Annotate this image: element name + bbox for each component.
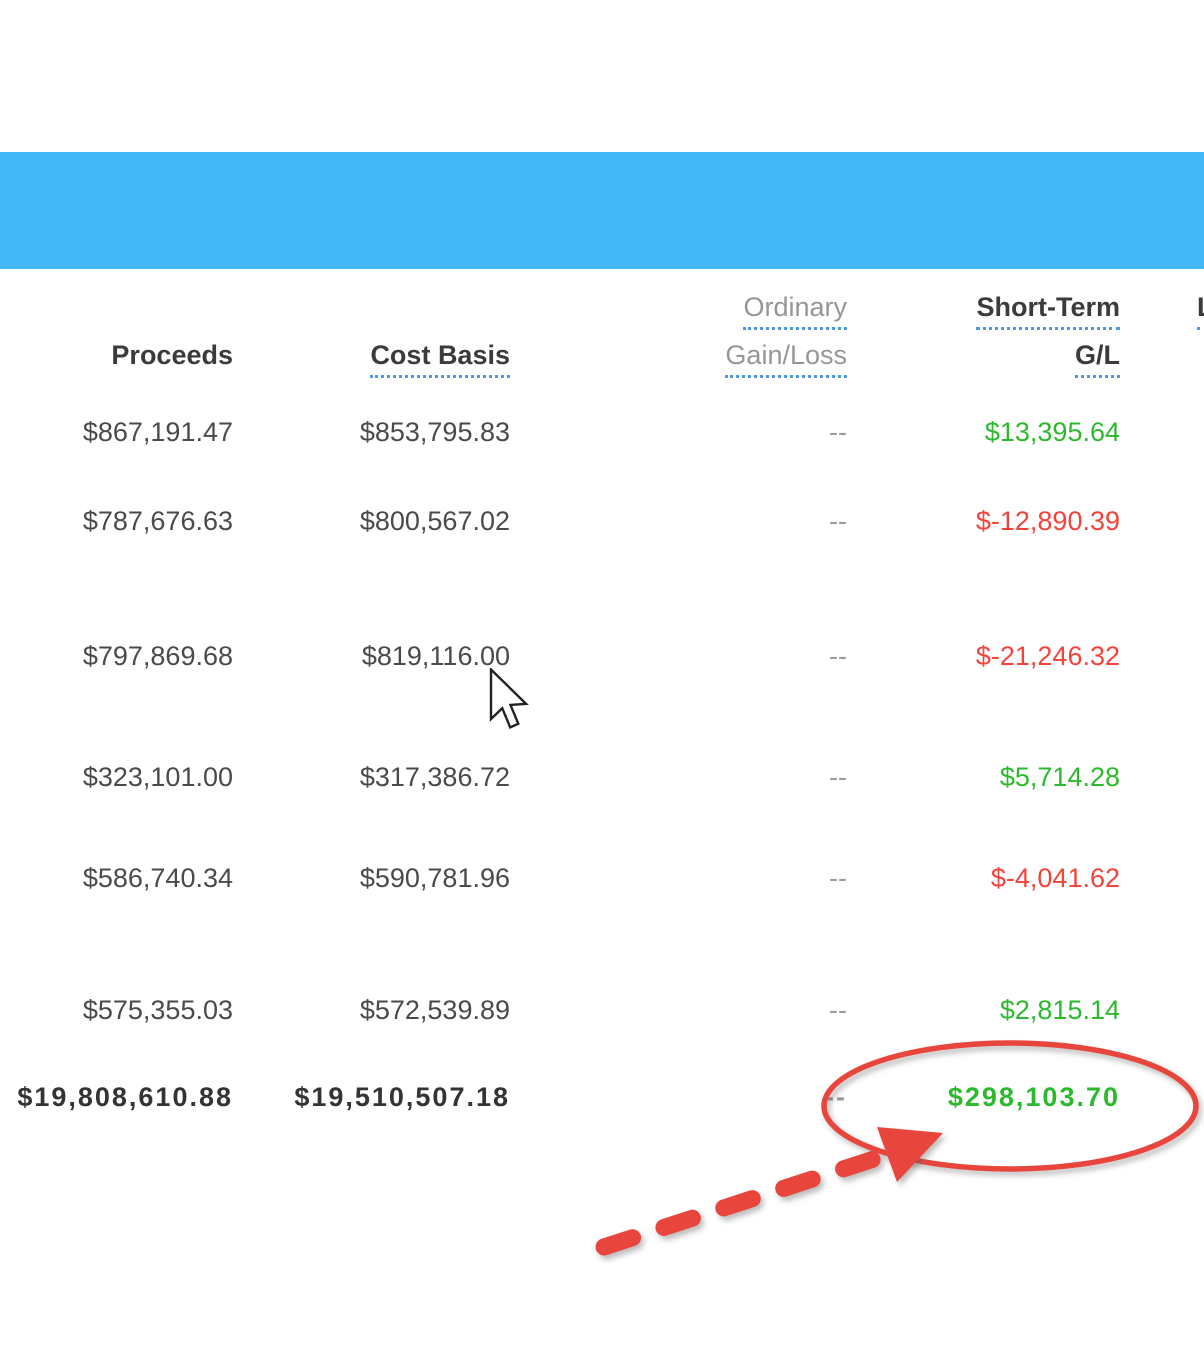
- mouse-cursor-icon: [489, 668, 529, 729]
- row-cost-basis: $317,386.72: [359, 762, 510, 792]
- row-cost-basis: $572,539.89: [359, 995, 510, 1025]
- header-proceeds: Proceeds: [111, 340, 233, 370]
- header-ordinary-line1[interactable]: Ordinary: [743, 291, 847, 330]
- highlight-arrow-head-icon: [877, 1127, 943, 1182]
- row-ordinary-gl: --: [829, 995, 847, 1025]
- highlight-arrow-shaft-icon: [595, 1146, 895, 1256]
- row-ordinary-gl: --: [829, 506, 847, 536]
- row-ordinary-gl: --: [829, 863, 847, 893]
- row-proceeds: $575,355.03: [82, 995, 233, 1025]
- row-short-term-gl: $-21,246.32: [975, 641, 1120, 671]
- row-short-term-gl: $-12,890.39: [975, 506, 1120, 536]
- header-short-term-line2[interactable]: G/L: [1075, 339, 1120, 378]
- row-proceeds: $797,869.68: [82, 641, 233, 671]
- row-ordinary-gl: --: [829, 641, 847, 671]
- header-next-column-clipped: L: [1197, 291, 1204, 330]
- total-proceeds: $19,808,610.88: [17, 1082, 233, 1112]
- row-short-term-gl: $13,395.64: [984, 417, 1120, 447]
- row-proceeds: $787,676.63: [82, 506, 233, 536]
- header-short-term-line1[interactable]: Short-Term: [976, 291, 1120, 330]
- total-ordinary-gl: --: [825, 1082, 847, 1112]
- row-cost-basis: $819,116.00: [361, 641, 510, 671]
- row-cost-basis: $800,567.02: [359, 506, 510, 536]
- row-ordinary-gl: --: [829, 762, 847, 792]
- row-proceeds: $323,101.00: [82, 762, 233, 792]
- row-cost-basis: $590,781.96: [359, 863, 510, 893]
- row-ordinary-gl: --: [829, 417, 847, 447]
- row-cost-basis: $853,795.83: [359, 417, 510, 447]
- header-ordinary-line2[interactable]: Gain/Loss: [725, 339, 847, 378]
- header-cost-basis[interactable]: Cost Basis: [370, 339, 510, 378]
- row-short-term-gl: $-4,041.62: [990, 863, 1120, 893]
- blue-banner: [0, 152, 1204, 269]
- row-proceeds: $586,740.34: [82, 863, 233, 893]
- row-short-term-gl: $2,815.14: [999, 995, 1120, 1025]
- total-cost-basis: $19,510,507.18: [294, 1082, 510, 1112]
- row-short-term-gl: $5,714.28: [999, 762, 1120, 792]
- total-short-term-gl: $298,103.70: [947, 1082, 1120, 1112]
- row-proceeds: $867,191.47: [82, 417, 233, 447]
